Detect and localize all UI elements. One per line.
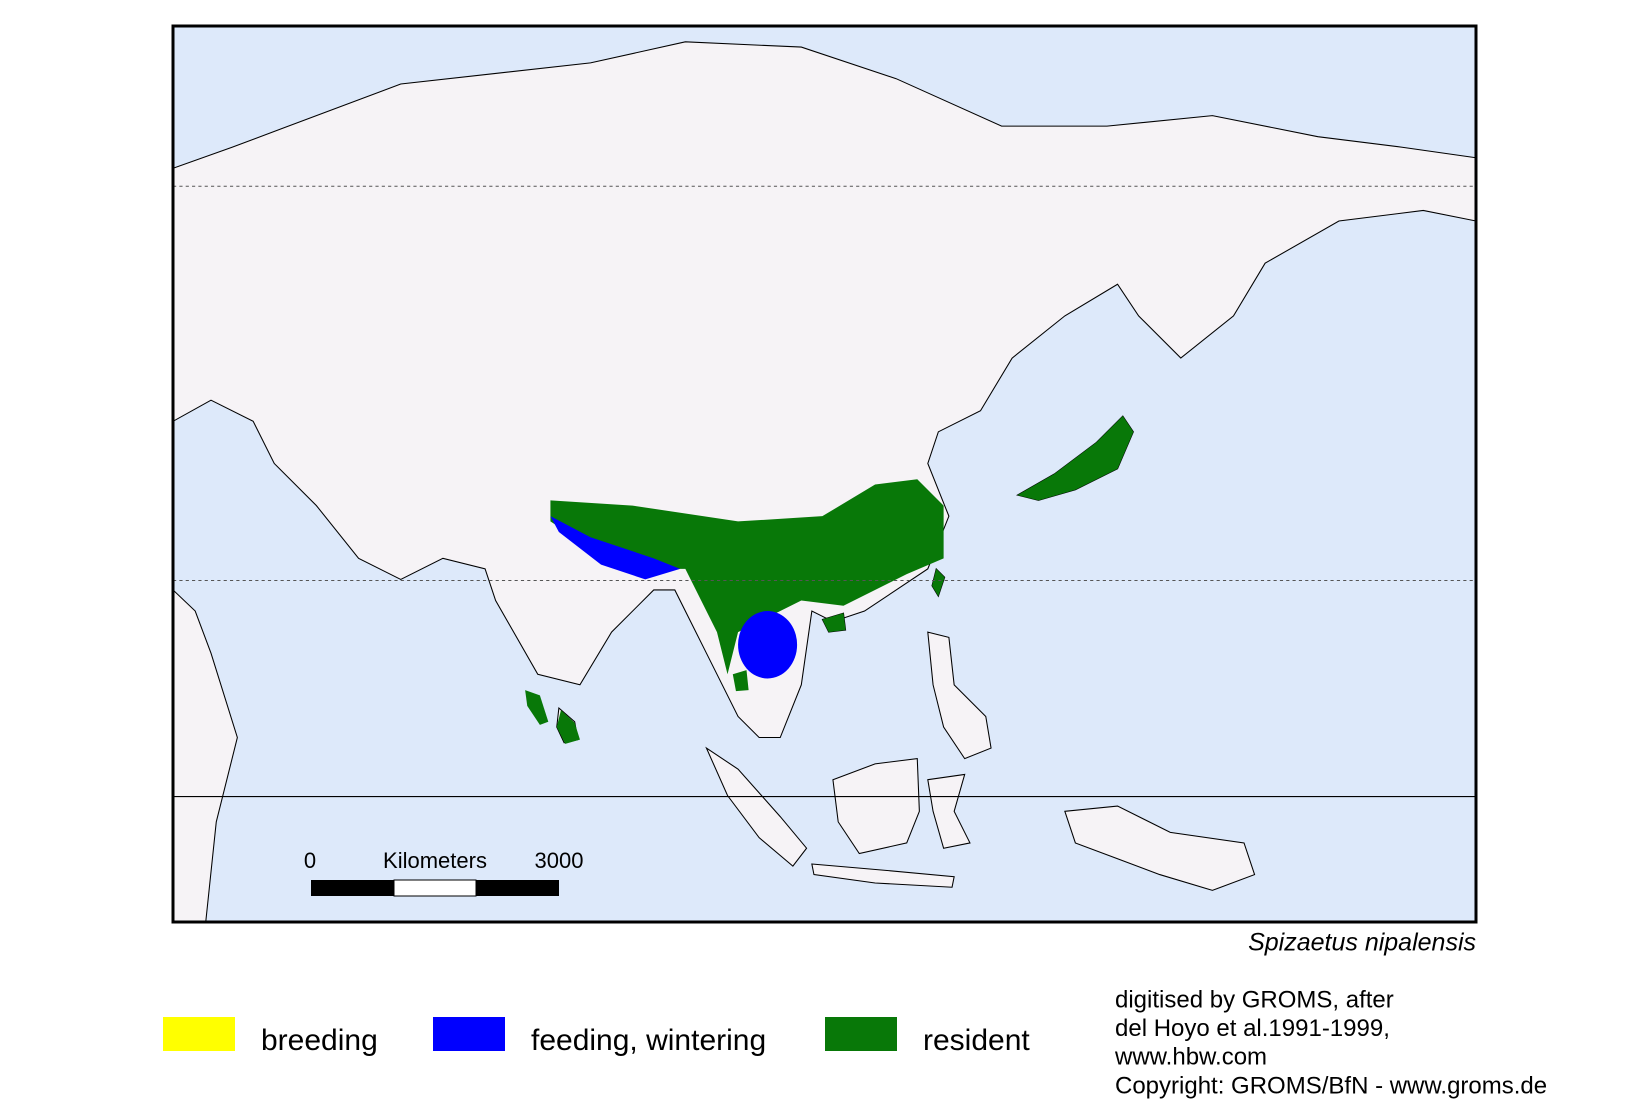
scale-label: 0 [304, 848, 316, 873]
legend: breeding feeding, wintering resident [163, 1017, 1030, 1057]
scale-segment [393, 879, 477, 897]
credit-line: Copyright: GROMS/BfN - www.groms.de [1115, 1072, 1547, 1099]
scale-label: Kilometers [383, 848, 487, 873]
legend-label: resident [923, 1024, 1030, 1057]
map-frame [171, 24, 1478, 924]
borneo [832, 758, 920, 855]
credit-line: del Hoyo et al.1991-1999, [1115, 1015, 1390, 1042]
legend-swatch [825, 1017, 897, 1051]
sumatra [705, 746, 808, 867]
java [811, 863, 955, 888]
legend-swatch [163, 1017, 235, 1051]
range-resident [525, 416, 1134, 744]
africa [173, 589, 238, 922]
credit-line: www.hbw.com [1114, 1044, 1267, 1071]
scale-segment [476, 880, 559, 896]
credit-line: digitised by GROMS, after [1115, 986, 1394, 1013]
range-wintering [550, 516, 798, 679]
legend-label: feeding, wintering [531, 1024, 766, 1057]
legend-swatch [433, 1017, 505, 1051]
scale-segment [311, 880, 394, 896]
philippines [927, 631, 992, 760]
legend-label: breeding [261, 1024, 378, 1057]
eurasia [173, 41, 1476, 739]
sulawesi [927, 773, 971, 849]
species-name: Spizaetus nipalensis [1248, 929, 1476, 957]
map [173, 26, 1476, 922]
new-guinea [1064, 805, 1256, 891]
scale-bar: 0 Kilometers 3000 [304, 848, 584, 897]
scale-label: 3000 [535, 848, 584, 873]
